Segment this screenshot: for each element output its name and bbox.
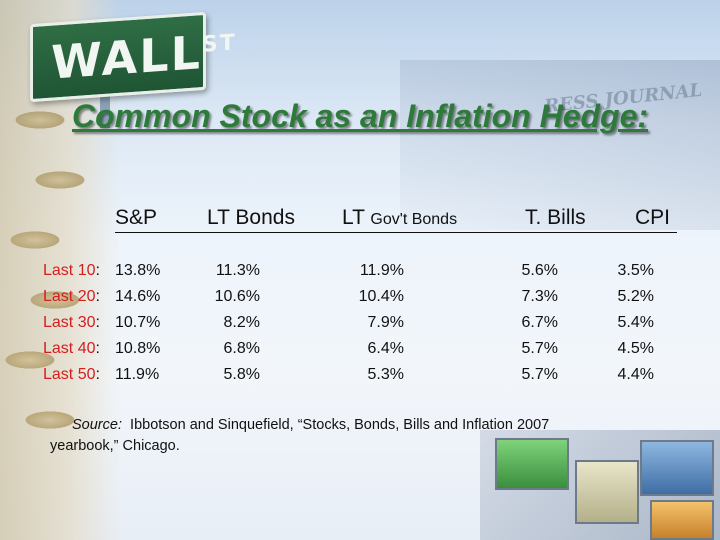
cell-lt-gov: 6.4% xyxy=(367,340,404,357)
cell-sp: 13.8% xyxy=(115,262,161,279)
row-label: Last 50: xyxy=(43,366,100,383)
header-cpi: CPI xyxy=(635,206,677,233)
cell-sp: 14.6% xyxy=(115,288,161,305)
cell-tbills: 5.7% xyxy=(521,366,558,383)
screen-blue xyxy=(640,440,714,496)
cell-lt-bonds: 8.2% xyxy=(223,314,260,331)
cell-lt-bonds: 11.3% xyxy=(215,262,260,279)
cell-cpi: 4.5% xyxy=(617,340,654,357)
trading-screens-image xyxy=(480,430,720,540)
screen-orange xyxy=(650,500,714,540)
header-lt-bonds: LT Bonds xyxy=(207,206,342,233)
cell-cpi: 5.4% xyxy=(617,314,654,331)
row-label: Last 10: xyxy=(43,262,100,279)
cell-tbills: 7.3% xyxy=(521,288,558,305)
newspaper-image: RESS JOURNAL xyxy=(400,60,720,230)
cell-cpi: 5.2% xyxy=(617,288,654,305)
screen-beige xyxy=(575,460,639,524)
row-label: Last 30: xyxy=(43,314,100,331)
row-label: Last 20: xyxy=(43,288,100,305)
table-row: Last 20: 14.6% 10.6% 10.4% 7.3% 5.2% xyxy=(0,288,720,314)
cell-lt-bonds: 5.8% xyxy=(223,366,260,383)
cell-lt-gov: 7.9% xyxy=(367,314,404,331)
cell-lt-gov: 11.9% xyxy=(359,262,404,279)
wall-street-sign-text: WALLST xyxy=(51,25,237,90)
cell-sp: 10.8% xyxy=(115,340,161,357)
sign-pole xyxy=(100,88,110,128)
table-row: Last 40: 10.8% 6.8% 6.4% 5.7% 4.5% xyxy=(0,340,720,366)
row-label: Last 40: xyxy=(43,340,100,357)
source-note: Source: Ibbotson and Sinquefield, “Stock… xyxy=(50,415,652,457)
cell-lt-gov: 5.3% xyxy=(367,366,404,383)
cell-sp: 10.7% xyxy=(115,314,161,331)
source-citation-1: Ibbotson and Sinquefield, “Stocks, Bonds… xyxy=(130,417,550,433)
table-row: Last 50: 11.9% 5.8% 5.3% 5.7% 4.4% xyxy=(0,366,720,392)
header-tbills: T. Bills xyxy=(525,206,635,233)
wall-street-sign: WALLST xyxy=(30,11,237,103)
cell-lt-gov: 10.4% xyxy=(358,288,404,305)
slide-title: Common Stock as an Inflation Hedge: xyxy=(71,98,649,134)
cell-tbills: 5.6% xyxy=(521,262,558,279)
header-sp: S&P xyxy=(115,206,207,233)
cell-cpi: 4.4% xyxy=(617,366,654,383)
table-row: Last 10: 13.8% 11.3% 11.9% 5.6% 3.5% xyxy=(0,262,720,288)
cell-cpi: 3.5% xyxy=(617,262,654,279)
cell-sp: 11.9% xyxy=(115,366,160,383)
source-line-1: Source: Ibbotson and Sinquefield, “Stock… xyxy=(72,415,652,436)
source-citation-2: yearbook,” Chicago. xyxy=(50,438,180,454)
table-row: Last 30: 10.7% 8.2% 7.9% 6.7% 5.4% xyxy=(0,314,720,340)
screen-green xyxy=(495,438,569,490)
cell-lt-bonds: 6.8% xyxy=(223,340,260,357)
source-label: Source: xyxy=(72,417,122,433)
header-lt-gov-bonds: LT Gov't Bonds xyxy=(342,206,527,233)
cell-tbills: 6.7% xyxy=(521,314,558,331)
cell-lt-bonds: 10.6% xyxy=(214,288,260,305)
cell-tbills: 5.7% xyxy=(521,340,558,357)
